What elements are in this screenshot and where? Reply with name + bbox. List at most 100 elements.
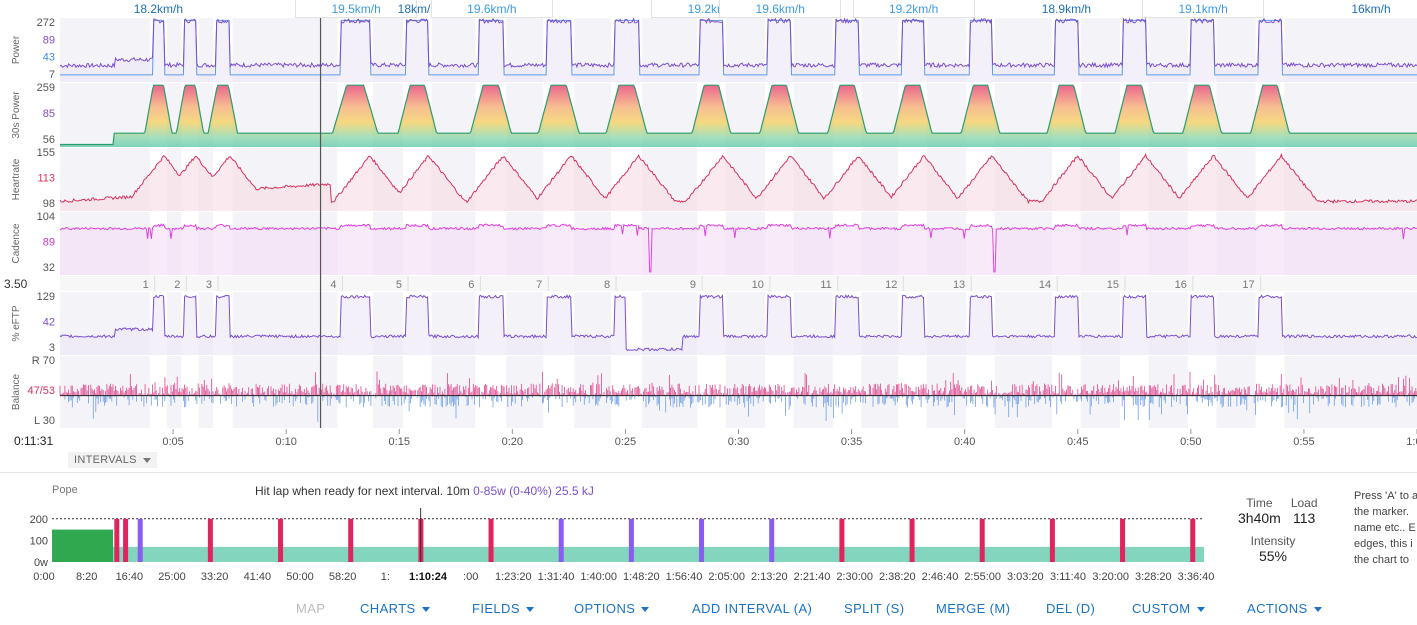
warmup-block [52,529,114,562]
x-tick-label: 0:55 [1293,436,1314,448]
effort-block [488,518,494,562]
y-tick-label: R 70 [32,355,55,367]
hint-line: the marker. [1354,506,1410,518]
actions-menu[interactable]: ACTIONS [1247,601,1322,616]
interval-highlight [403,356,432,428]
speed-label: 19.5km/h [295,0,418,18]
mini-x-tick: 1:56:40 [666,571,703,583]
mini-x-tick: 2:38:20 [879,571,916,583]
chevron-down-icon [525,607,534,613]
workout-name: Pope [52,484,78,496]
hint-line: the chart to [1354,554,1410,566]
fields-menu[interactable]: FIELDS [472,601,534,616]
load-value: 113 [1293,510,1316,526]
lap-label: 14 [1039,279,1051,291]
effort-block [628,518,634,562]
intensity-label: Intensity [1250,534,1296,548]
heartrate-area [60,154,1417,211]
y-tick-label: 85 [43,108,55,120]
mini-x-tick: 3:20:00 [1092,571,1129,583]
speed-label: 19.2km/h [852,0,975,18]
x-tick-label: 0:35 [841,436,862,448]
help-hint: Press 'A' to a the marker. name etc.. E … [1354,488,1417,568]
x-tick-label: 0:15 [389,436,410,448]
y-tick-label: 43 [43,52,55,64]
lap-label: 7 [536,279,542,291]
lap-label: 2 [174,279,180,291]
lap-label: 10 [752,279,764,291]
time-label: Time [1246,496,1273,510]
chevron-down-icon [1196,607,1205,613]
y-tick-label: 113 [37,173,55,185]
effort-block [699,518,705,562]
effort-block [123,518,129,562]
x-tick-label: 1:00 [1406,436,1417,448]
y-tick-label: L 30 [34,415,55,427]
mini-x-tick: 50:00 [286,571,314,583]
mini-x-tick: 1: [381,571,390,583]
recovery-block [113,546,1204,562]
effort-block [137,518,143,562]
x-tick-label: 0:50 [1180,436,1201,448]
effort-block [909,518,915,562]
lap-label: 8 [604,279,610,291]
mini-x-tick: 1:31:40 [538,571,575,583]
y-tick-label: 272 [37,17,55,29]
intervals-dropdown[interactable]: INTERVALS [68,452,157,468]
mini-x-tick: 1:10:24 [409,571,448,583]
workout-step-energy: 25.5 kJ [555,484,594,498]
workout-step-text: Hit lap when ready for next interval. 10… [255,484,470,498]
mini-x-tick: 2:46:40 [922,571,959,583]
options-label: OPTIONS [574,601,636,616]
add-interval-button[interactable]: ADD INTERVAL (A) [692,601,813,616]
mini-x-tick: 58:20 [329,571,357,583]
x-tick-label: 0:40 [954,436,975,448]
speed-label: 18.2km/h [133,1,184,16]
chevron-down-icon [641,607,650,613]
lap-row-value: 3.50 [4,277,28,291]
effort-block [207,518,213,562]
map-button[interactable]: MAP [296,601,326,616]
options-menu[interactable]: OPTIONS [574,601,650,616]
custom-menu[interactable]: CUSTOM [1132,601,1205,616]
x-tick-label: 0:20 [502,436,523,448]
effort-block [348,518,354,562]
split-button[interactable]: SPLIT (S) [844,601,905,616]
y-tick-label: 32 [43,262,55,274]
section-divider [0,472,1417,473]
y-tick-label: 56 [43,134,55,146]
effort-block [1049,518,1055,562]
intensity-value: 55% [1258,548,1288,564]
interval-highlight [611,356,642,428]
effort-block [114,518,120,562]
workout-mini-chart[interactable]: 200 100 0w 0:00 8:20 16:40 25:00 33:20 41:40 50:0… [0,500,1230,590]
lap-label: 13 [953,279,965,291]
lap-label: 4 [330,279,336,291]
y-tick-label: 89 [43,237,55,249]
effort-block [278,518,284,562]
panel-label: Balance [11,373,22,410]
y-tick-label: 42 [43,317,55,329]
y-tick-label: 98 [43,198,55,210]
speed-label: 16km/h [1351,1,1391,16]
lap-label: 17 [1242,279,1254,291]
interval-highlight [149,356,168,428]
effort-block [1190,518,1196,562]
delete-button[interactable]: DEL (D) [1046,601,1096,616]
speed-label: 18.9km/h [1041,1,1092,16]
hint-line: name etc.. E [1354,522,1416,534]
merge-button[interactable]: MERGE (M) [936,601,1011,616]
effort-block [839,518,845,562]
mini-x-tick: 41:40 [244,571,272,583]
speed-label: 19.6km/h [430,0,553,18]
lap-label: 11 [820,279,831,291]
lap-row-background [60,276,1417,291]
charts-menu[interactable]: CHARTS [360,601,430,616]
lap-label: 16 [1175,279,1187,291]
effort-block [979,518,985,562]
power30-line [60,84,1417,146]
panel-label: Power [11,35,22,64]
mini-x-tick: 3:11:40 [1050,571,1086,583]
y-tick-label: 259 [37,82,55,94]
